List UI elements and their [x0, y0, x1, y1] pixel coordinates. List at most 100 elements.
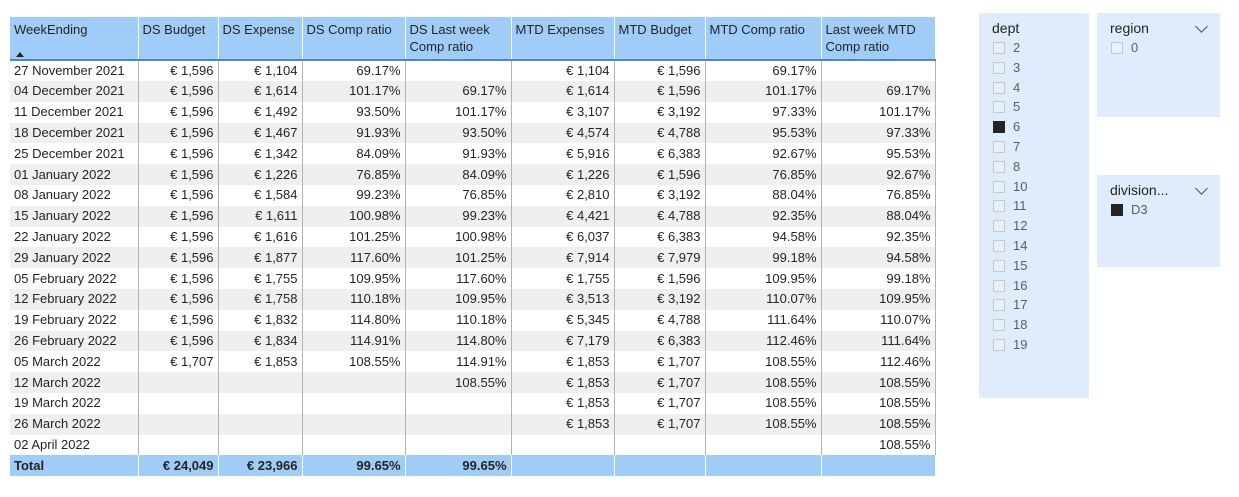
- checkbox[interactable]: [993, 319, 1005, 332]
- table-cell: 69.17%: [821, 81, 936, 102]
- table-cell: 117.60%: [302, 247, 406, 269]
- table-cell: € 7,914: [511, 247, 615, 269]
- checkbox[interactable]: [993, 160, 1005, 173]
- slicer-item-label: 4: [1013, 79, 1021, 95]
- slicer-item-dept[interactable]: 5: [993, 98, 1020, 116]
- slicer-item-division[interactable]: D3: [1111, 201, 1148, 219]
- slicer-item-label: 7: [1013, 139, 1021, 154]
- checkbox[interactable]: [993, 101, 1005, 114]
- slicer-item-dept[interactable]: 15: [993, 257, 1027, 275]
- table-cell: 19 March 2022: [10, 392, 139, 414]
- total-cell: [705, 455, 822, 477]
- checkbox[interactable]: [993, 42, 1005, 54]
- table-row: 18 December 2021 € 1,596 € 1,467 91.93% 93.5…: [10, 122, 936, 144]
- checkbox[interactable]: [993, 339, 1005, 351]
- table-cell: € 1,596: [138, 309, 219, 331]
- table-cell: € 1,832: [218, 309, 303, 331]
- checkbox[interactable]: [993, 180, 1005, 193]
- checkbox[interactable]: [993, 121, 1005, 134]
- table-cell: € 3,192: [614, 184, 706, 206]
- sort-ascending-icon[interactable]: [16, 52, 24, 57]
- slicer-item-dept[interactable]: 6: [993, 118, 1020, 136]
- slicer-item-dept[interactable]: 18: [993, 316, 1027, 334]
- checkbox[interactable]: [993, 220, 1005, 233]
- total-cell: 99.65%: [405, 455, 512, 477]
- table-cell: € 1,467: [218, 122, 303, 144]
- checkbox[interactable]: [993, 240, 1005, 252]
- slicer-item-dept[interactable]: 7: [993, 138, 1020, 156]
- slicer-item-dept[interactable]: 14: [993, 237, 1027, 255]
- table-cell: 92.35%: [821, 226, 936, 248]
- slicer-item-dept[interactable]: 3: [993, 59, 1020, 77]
- table-cell: 69.17%: [405, 81, 512, 102]
- matrix-table-visual: WeekEnding DS Budget DS Expense DS Comp rat…: [10, 17, 936, 477]
- table-cell: 108.55%: [405, 372, 512, 393]
- table-cell: € 5,345: [511, 309, 615, 331]
- table-cell: 99.23%: [405, 205, 512, 227]
- column-header-2[interactable]: DS Expense: [218, 17, 303, 60]
- table-cell: [302, 392, 406, 414]
- column-header-6[interactable]: MTD Budget: [614, 17, 706, 60]
- chevron-down-icon[interactable]: [1195, 20, 1208, 33]
- slicer-item-label: 12: [1013, 218, 1028, 234]
- slicer-item-dept[interactable]: 11: [993, 197, 1027, 215]
- column-header-3[interactable]: DS Comp ratio: [302, 17, 406, 60]
- slicer-item-dept[interactable]: 4: [993, 79, 1020, 97]
- checkbox[interactable]: [993, 141, 1005, 153]
- column-header-1[interactable]: DS Budget: [138, 17, 219, 60]
- table-cell: 15 January 2022: [10, 205, 139, 227]
- table-cell: 101.25%: [302, 226, 406, 248]
- table-cell: € 1,596: [614, 164, 706, 185]
- table-cell: [405, 392, 512, 414]
- checkbox[interactable]: [993, 200, 1005, 213]
- slicer-item-dept[interactable]: 12: [993, 217, 1027, 235]
- checkbox[interactable]: [1111, 42, 1123, 54]
- table-cell: € 1,707: [614, 413, 706, 435]
- slicer-item-dept[interactable]: 19: [993, 336, 1027, 354]
- column-header-label: Last week MTD Comp ratio: [825, 22, 916, 54]
- table-cell: 114.80%: [405, 330, 512, 352]
- table-header-row: WeekEnding DS Budget DS Expense DS Comp rat…: [10, 17, 936, 60]
- table-cell: € 6,383: [614, 143, 706, 165]
- checkbox[interactable]: [993, 61, 1005, 74]
- table-cell: € 1,707: [138, 351, 219, 373]
- slicer-item-dept[interactable]: 16: [993, 277, 1027, 295]
- table-cell: € 1,707: [614, 351, 706, 373]
- checkbox[interactable]: [1111, 204, 1123, 216]
- table-cell: € 1,226: [511, 164, 615, 185]
- table-row: 26 February 2022 € 1,596 € 1,834 114.91% 114…: [10, 330, 936, 352]
- checkbox[interactable]: [993, 299, 1005, 312]
- table-cell: [138, 413, 219, 435]
- table-cell: € 7,979: [614, 247, 706, 269]
- checkbox[interactable]: [993, 279, 1005, 292]
- slicer-item-dept[interactable]: 17: [993, 296, 1027, 314]
- column-header-label: MTD Expenses: [515, 22, 605, 37]
- slicer-title-region: region: [1110, 20, 1149, 36]
- slicer-item-dept[interactable]: 8: [993, 158, 1020, 176]
- chevron-down-icon[interactable]: [1195, 182, 1208, 195]
- column-header-4[interactable]: DS Last week Comp ratio: [405, 17, 512, 60]
- column-header-8[interactable]: Last week MTD Comp ratio: [821, 17, 936, 60]
- table-cell: € 3,192: [614, 101, 706, 123]
- table-cell: € 1,596: [138, 288, 219, 310]
- table-cell: € 4,574: [511, 122, 615, 144]
- table-cell: 94.58%: [821, 247, 936, 269]
- column-header-0[interactable]: WeekEnding: [10, 17, 139, 60]
- table-cell: € 4,788: [614, 122, 706, 144]
- slicer-item-dept[interactable]: 10: [993, 178, 1027, 196]
- table-cell: 109.95%: [821, 288, 936, 310]
- checkbox[interactable]: [993, 259, 1005, 272]
- table-cell: [218, 434, 303, 456]
- table-cell: 100.98%: [405, 226, 512, 248]
- table-cell: 109.95%: [705, 268, 822, 289]
- table-cell: [218, 413, 303, 435]
- checkbox[interactable]: [993, 81, 1005, 94]
- table-cell: [138, 372, 219, 393]
- table-cell: 111.64%: [821, 330, 936, 352]
- slicer-item-dept[interactable]: 2: [993, 39, 1020, 57]
- region-slicer: region 0: [1097, 13, 1220, 117]
- slicer-item-region[interactable]: 0: [1111, 39, 1138, 57]
- column-header-5[interactable]: MTD Expenses: [511, 17, 615, 60]
- column-header-7[interactable]: MTD Comp ratio: [705, 17, 822, 60]
- table-cell: 101.17%: [405, 101, 512, 123]
